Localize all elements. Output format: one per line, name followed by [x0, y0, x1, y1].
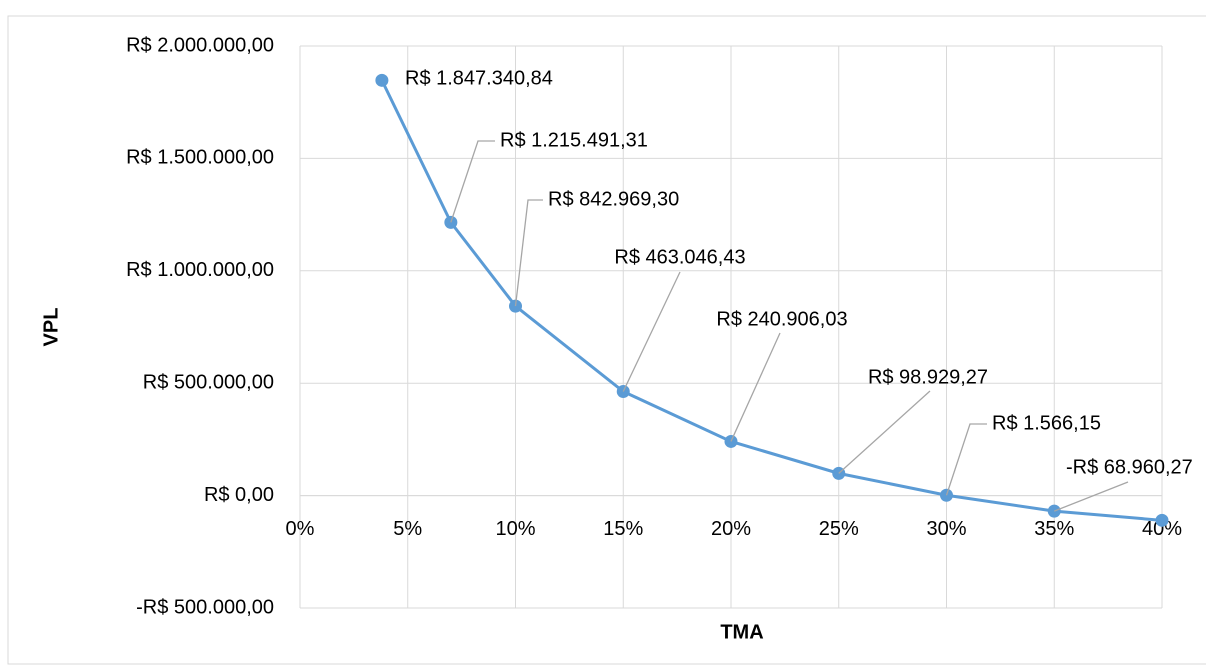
data-label: R$ 842.969,30	[548, 188, 679, 210]
data-point	[1047, 504, 1061, 518]
x-tick-label: 15%	[603, 518, 643, 540]
data-point	[1155, 513, 1169, 527]
leader-line	[945, 423, 987, 496]
y-tick-label: R$ 0,00	[204, 484, 274, 506]
leader-line	[838, 390, 931, 474]
y-axis-title: VPL	[40, 308, 62, 347]
chart-frame	[7, 15, 1206, 665]
x-tick-label: 40%	[1142, 518, 1182, 540]
y-tick-label: R$ 500.000,00	[143, 371, 274, 393]
data-point	[375, 73, 389, 87]
leader-line	[730, 332, 781, 442]
leader-line	[514, 199, 543, 307]
x-tick-label: 25%	[819, 518, 859, 540]
x-tick-label: 5%	[393, 518, 422, 540]
data-label: R$ 98.929,27	[868, 366, 988, 388]
y-tick-label: R$ 2.000.000,00	[126, 34, 274, 56]
y-tick-label: R$ 1.500.000,00	[126, 147, 274, 169]
data-label: R$ 1.566,15	[992, 412, 1101, 434]
leader-line	[1054, 481, 1129, 512]
x-tick-label: 35%	[1034, 518, 1074, 540]
x-axis-title: TMA	[720, 621, 763, 643]
data-label: R$ 1.847.340,84	[405, 67, 553, 89]
x-tick-label: 20%	[711, 518, 751, 540]
data-label: R$ 1.215.491,31	[500, 129, 648, 151]
y-tick-label: R$ 1.000.000,00	[126, 259, 274, 281]
x-tick-label: 0%	[286, 518, 315, 540]
data-label: R$ 240.906,03	[716, 308, 847, 330]
data-label: -R$ 68.960,27	[1066, 456, 1193, 478]
x-tick-label: 30%	[926, 518, 966, 540]
x-tick-label: 10%	[495, 518, 535, 540]
y-tick-label: -R$ 500.000,00	[136, 596, 274, 618]
leader-line	[450, 140, 495, 223]
leader-line	[622, 271, 681, 392]
data-label: R$ 463.046,43	[614, 246, 745, 268]
